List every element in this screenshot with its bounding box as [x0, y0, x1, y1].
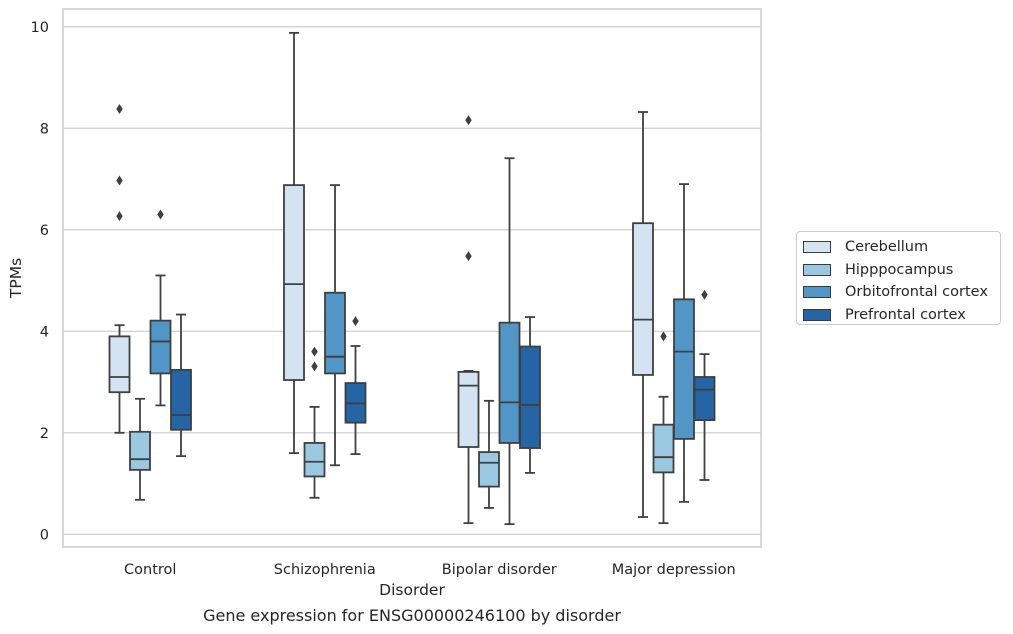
legend-item: Cerebellum	[803, 236, 1000, 259]
box-prefrontal-cortex	[693, 289, 716, 481]
legend-label: Cerebellum	[845, 239, 929, 256]
x-tick-label: Control	[124, 562, 176, 578]
x-tick-label: Bipolar disorder	[442, 562, 557, 578]
y-tick-label: 0	[40, 527, 49, 543]
legend-swatch	[803, 308, 831, 321]
box-iqr	[519, 345, 541, 449]
outlier-marker	[352, 316, 359, 327]
legend-label: Orbitofrontal cortex	[845, 284, 988, 301]
box-cerebellum	[283, 31, 305, 455]
box-orbitofrontal-cortex	[498, 157, 521, 526]
figure-caption: Gene expression for ENSG00000246100 by d…	[203, 606, 621, 625]
box-cerebellum	[457, 115, 480, 525]
box-hipppocampus	[303, 346, 326, 499]
legend-label: Prefrontal cortex	[845, 306, 966, 323]
box-iqr	[478, 451, 500, 488]
box-iqr	[149, 319, 172, 375]
box-orbitofrontal-cortex	[673, 183, 695, 503]
box-iqr	[652, 423, 675, 474]
outlier-marker	[465, 251, 472, 262]
box-prefrontal-cortex	[344, 316, 367, 456]
legend-swatch	[803, 241, 831, 254]
box-prefrontal-cortex	[170, 313, 192, 458]
box-iqr	[632, 222, 654, 376]
legend-item: Orbitofrontal cortex	[803, 281, 1000, 304]
box-cerebellum	[108, 103, 131, 434]
box-prefrontal-cortex	[519, 316, 541, 474]
y-tick-label: 4	[40, 324, 49, 340]
plot-frame	[62, 8, 762, 548]
y-tick-label: 10	[31, 20, 49, 36]
outlier-marker	[701, 289, 708, 300]
legend: Cerebellum Hipppocampus Orbitofrontal co…	[796, 231, 1001, 325]
outlier-marker	[660, 331, 667, 342]
y-axis-label: TPMs	[7, 258, 25, 299]
box-iqr	[129, 430, 151, 471]
box-iqr	[457, 370, 480, 448]
x-tick-label: Major depression	[612, 562, 736, 578]
box-orbitofrontal-cortex	[149, 209, 172, 407]
box-iqr	[283, 184, 305, 381]
outlier-marker	[311, 361, 318, 372]
box-cerebellum	[632, 111, 654, 518]
legend-item: Hipppocampus	[803, 259, 1000, 282]
box-hipppocampus	[478, 399, 500, 509]
box-iqr	[673, 298, 695, 440]
box-iqr	[108, 335, 131, 394]
box-iqr	[693, 376, 716, 422]
outlier-marker	[157, 209, 164, 220]
outlier-marker	[311, 346, 318, 357]
box-hipppocampus	[129, 397, 151, 501]
y-tick-label: 2	[40, 426, 49, 442]
outlier-marker	[116, 211, 123, 222]
box-hipppocampus	[652, 331, 675, 525]
outlier-marker	[116, 175, 123, 186]
outlier-marker	[465, 115, 472, 126]
box-iqr	[498, 321, 521, 444]
x-tick-label: Schizophrenia	[274, 562, 376, 578]
legend-label: Hipppocampus	[845, 261, 954, 278]
legend-swatch	[803, 263, 831, 276]
y-tick-label: 6	[40, 223, 49, 239]
box-iqr	[170, 368, 192, 431]
box-iqr	[324, 291, 346, 375]
legend-item: Prefrontal cortex	[803, 304, 1000, 327]
outlier-marker	[116, 103, 123, 114]
box-iqr	[303, 442, 326, 478]
y-tick-label: 8	[40, 121, 49, 137]
legend-swatch	[803, 286, 831, 299]
x-axis-label: Disorder	[379, 581, 445, 599]
box-orbitofrontal-cortex	[324, 184, 346, 467]
